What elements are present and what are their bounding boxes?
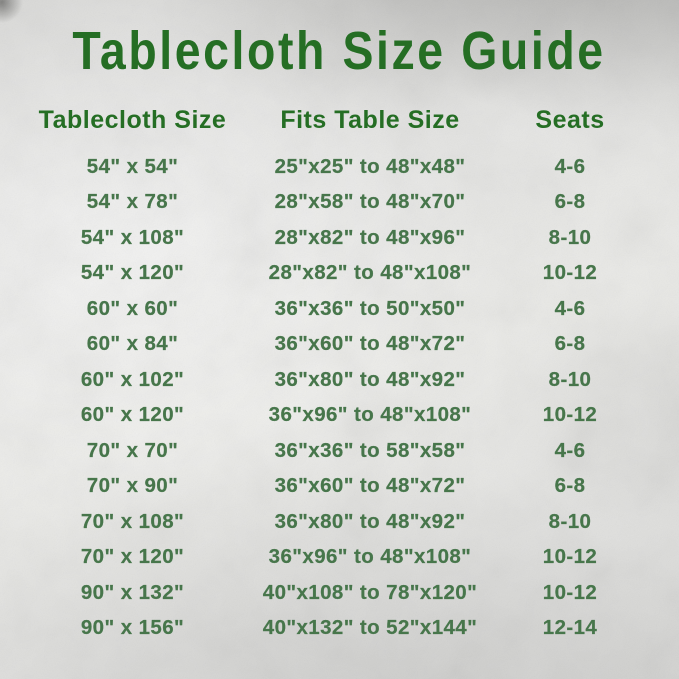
tablecloth-size-cell: 90" x 156" (80, 616, 185, 640)
table-row: 60" x 84" 36"x60" to 48"x72" 6-8 (0, 327, 659, 363)
fits-table-size-cell: 36"x36" to 50"x50" (274, 296, 466, 320)
size-table: 54" x 54" 25"x25" to 48"x48" 4-6 54" x 7… (0, 149, 659, 646)
tablecloth-size-cell: 70" x 90" (86, 474, 179, 498)
table-row: 70" x 108" 36"x80" to 48"x92" 8-10 (0, 504, 659, 540)
tablecloth-size-cell: 60" x 102" (80, 367, 185, 391)
tablecloth-size-cell: 90" x 132" (80, 580, 185, 604)
tablecloth-size-cell: 54" x 108" (80, 225, 185, 249)
table-row: 70" x 70" 36"x36" to 58"x58" 4-6 (0, 433, 659, 469)
fits-table-size-cell: 28"x82" to 48"x108" (268, 261, 472, 285)
tablecloth-size-cell: 70" x 70" (86, 438, 179, 462)
seats-cell: 8-10 (548, 225, 592, 249)
tablecloth-size-cell: 70" x 120" (80, 545, 185, 569)
fits-table-size-cell: 36"x60" to 48"x72" (274, 474, 466, 498)
table-row: 90" x 156" 40"x132" to 52"x144" 12-14 (0, 611, 659, 647)
seats-cell: 6-8 (554, 190, 586, 214)
table-row: 54" x 120" 28"x82" to 48"x108" 10-12 (0, 256, 659, 292)
seats-cell: 10-12 (542, 261, 598, 285)
seats-cell: 8-10 (548, 509, 592, 533)
header-seats: Seats (535, 105, 605, 134)
page-title: Tablecloth Size Guide (72, 21, 607, 81)
seats-cell: 10-12 (542, 580, 598, 604)
tablecloth-size-cell: 60" x 120" (80, 403, 185, 427)
table-row: 60" x 102" 36"x80" to 48"x92" 8-10 (0, 362, 659, 398)
fits-table-size-cell: 28"x58" to 48"x70" (274, 190, 466, 214)
seats-cell: 4-6 (554, 154, 586, 178)
table-header-row: Tablecloth Size Fits Table Size Seats (0, 104, 679, 136)
seats-cell: 4-6 (554, 296, 586, 320)
header-tablecloth-size: Tablecloth Size (38, 105, 227, 134)
table-row: 54" x 54" 25"x25" to 48"x48" 4-6 (0, 149, 659, 185)
seats-cell: 10-12 (542, 403, 598, 427)
seats-cell: 10-12 (542, 545, 598, 569)
fits-table-size-cell: 36"x80" to 48"x92" (274, 509, 466, 533)
seats-cell: 4-6 (554, 438, 586, 462)
tablecloth-size-cell: 54" x 120" (80, 261, 185, 285)
seats-cell: 8-10 (548, 367, 592, 391)
fits-table-size-cell: 25"x25" to 48"x48" (274, 154, 466, 178)
fits-table-size-cell: 40"x108" to 78"x120" (262, 580, 478, 604)
table-row: 70" x 90" 36"x60" to 48"x72" 6-8 (0, 469, 659, 505)
fits-table-size-cell: 36"x96" to 48"x108" (268, 403, 472, 427)
tablecloth-size-cell: 60" x 60" (86, 296, 179, 320)
fits-table-size-cell: 40"x132" to 52"x144" (262, 616, 478, 640)
tablecloth-size-cell: 54" x 78" (86, 190, 179, 214)
fits-table-size-cell: 28"x82" to 48"x96" (274, 225, 466, 249)
table-row: 60" x 120" 36"x96" to 48"x108" 10-12 (0, 398, 659, 434)
seats-cell: 12-14 (542, 616, 598, 640)
fits-table-size-cell: 36"x36" to 58"x58" (274, 438, 466, 462)
tablecloth-size-cell: 54" x 54" (86, 154, 179, 178)
seats-cell: 6-8 (554, 474, 586, 498)
fits-table-size-cell: 36"x80" to 48"x92" (274, 367, 466, 391)
tablecloth-size-cell: 60" x 84" (86, 332, 179, 356)
table-row: 54" x 78" 28"x58" to 48"x70" 6-8 (0, 185, 659, 221)
fits-table-size-cell: 36"x96" to 48"x108" (268, 545, 472, 569)
fits-table-size-cell: 36"x60" to 48"x72" (274, 332, 466, 356)
header-fits-table-size: Fits Table Size (280, 105, 460, 134)
table-row: 70" x 120" 36"x96" to 48"x108" 10-12 (0, 540, 659, 576)
seats-cell: 6-8 (554, 332, 586, 356)
table-row: 54" x 108" 28"x82" to 48"x96" 8-10 (0, 220, 659, 256)
table-row: 90" x 132" 40"x108" to 78"x120" 10-12 (0, 575, 659, 611)
tablecloth-size-cell: 70" x 108" (80, 509, 185, 533)
table-row: 60" x 60" 36"x36" to 50"x50" 4-6 (0, 291, 659, 327)
